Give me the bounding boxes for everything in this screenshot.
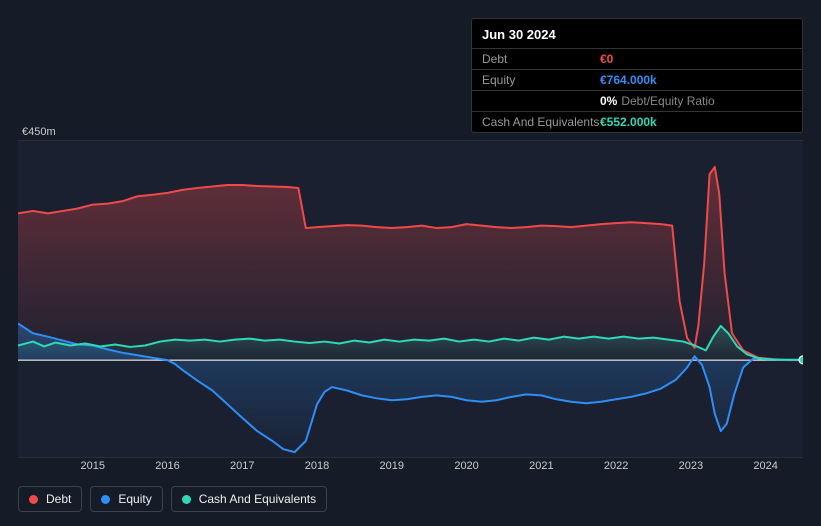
tooltip-row: Debt€0: [472, 48, 802, 69]
legend-dot-icon: [182, 495, 191, 504]
x-axis-label: 2021: [529, 460, 553, 472]
legend-item-label: Debt: [46, 492, 71, 506]
tooltip-row: 0% Debt/Equity Ratio: [472, 90, 802, 111]
x-axis-label: 2023: [679, 460, 703, 472]
tooltip-row-label: [482, 94, 600, 108]
chart-svg[interactable]: [18, 140, 803, 458]
x-axis-labels: 2015 2016 2017 2018 2019 2020 2021 2022 2023 2024: [18, 460, 803, 476]
x-axis-label: 2022: [604, 460, 628, 472]
tooltip-row-value: €0: [600, 52, 613, 66]
x-axis-label: 2015: [81, 460, 105, 472]
tooltip-row-label: Equity: [482, 73, 600, 87]
x-axis-label: 2020: [454, 460, 478, 472]
legend-item[interactable]: Debt: [18, 486, 82, 512]
tooltip-row-value: €552.000k: [600, 115, 657, 129]
tooltip-row-label: Debt: [482, 52, 600, 66]
tooltip-row: Equity€764.000k: [472, 69, 802, 90]
legend-item-label: Equity: [118, 492, 151, 506]
tooltip-date: Jun 30 2024: [472, 25, 802, 48]
y-axis-label: €450m: [22, 126, 56, 138]
x-axis-label: 2016: [155, 460, 179, 472]
legend-item[interactable]: Cash And Equivalents: [171, 486, 327, 512]
chart-plot-area[interactable]: [18, 140, 803, 458]
chart-container: Jun 30 2024 Debt€0Equity€764.000k0%Debt/…: [0, 0, 821, 526]
tooltip-panel: Jun 30 2024 Debt€0Equity€764.000k0%Debt/…: [471, 18, 803, 133]
tooltip-row: Cash And Equivalents€552.000k: [472, 111, 802, 132]
legend-item-label: Cash And Equivalents: [199, 492, 316, 506]
tooltip-row-value: 0%: [600, 94, 617, 108]
legend: Debt Equity Cash And Equivalents: [18, 486, 327, 512]
x-axis-label: 2018: [305, 460, 329, 472]
x-axis-label: 2024: [753, 460, 777, 472]
legend-dot-icon: [101, 495, 110, 504]
tooltip-row-label: Cash And Equivalents: [482, 115, 600, 129]
legend-item[interactable]: Equity: [90, 486, 162, 512]
legend-dot-icon: [29, 495, 38, 504]
marker-dot: [799, 356, 803, 364]
tooltip-row-sub: Debt/Equity Ratio: [621, 94, 714, 108]
x-axis-label: 2017: [230, 460, 254, 472]
tooltip-row-value: €764.000k: [600, 73, 657, 87]
x-axis-label: 2019: [380, 460, 404, 472]
